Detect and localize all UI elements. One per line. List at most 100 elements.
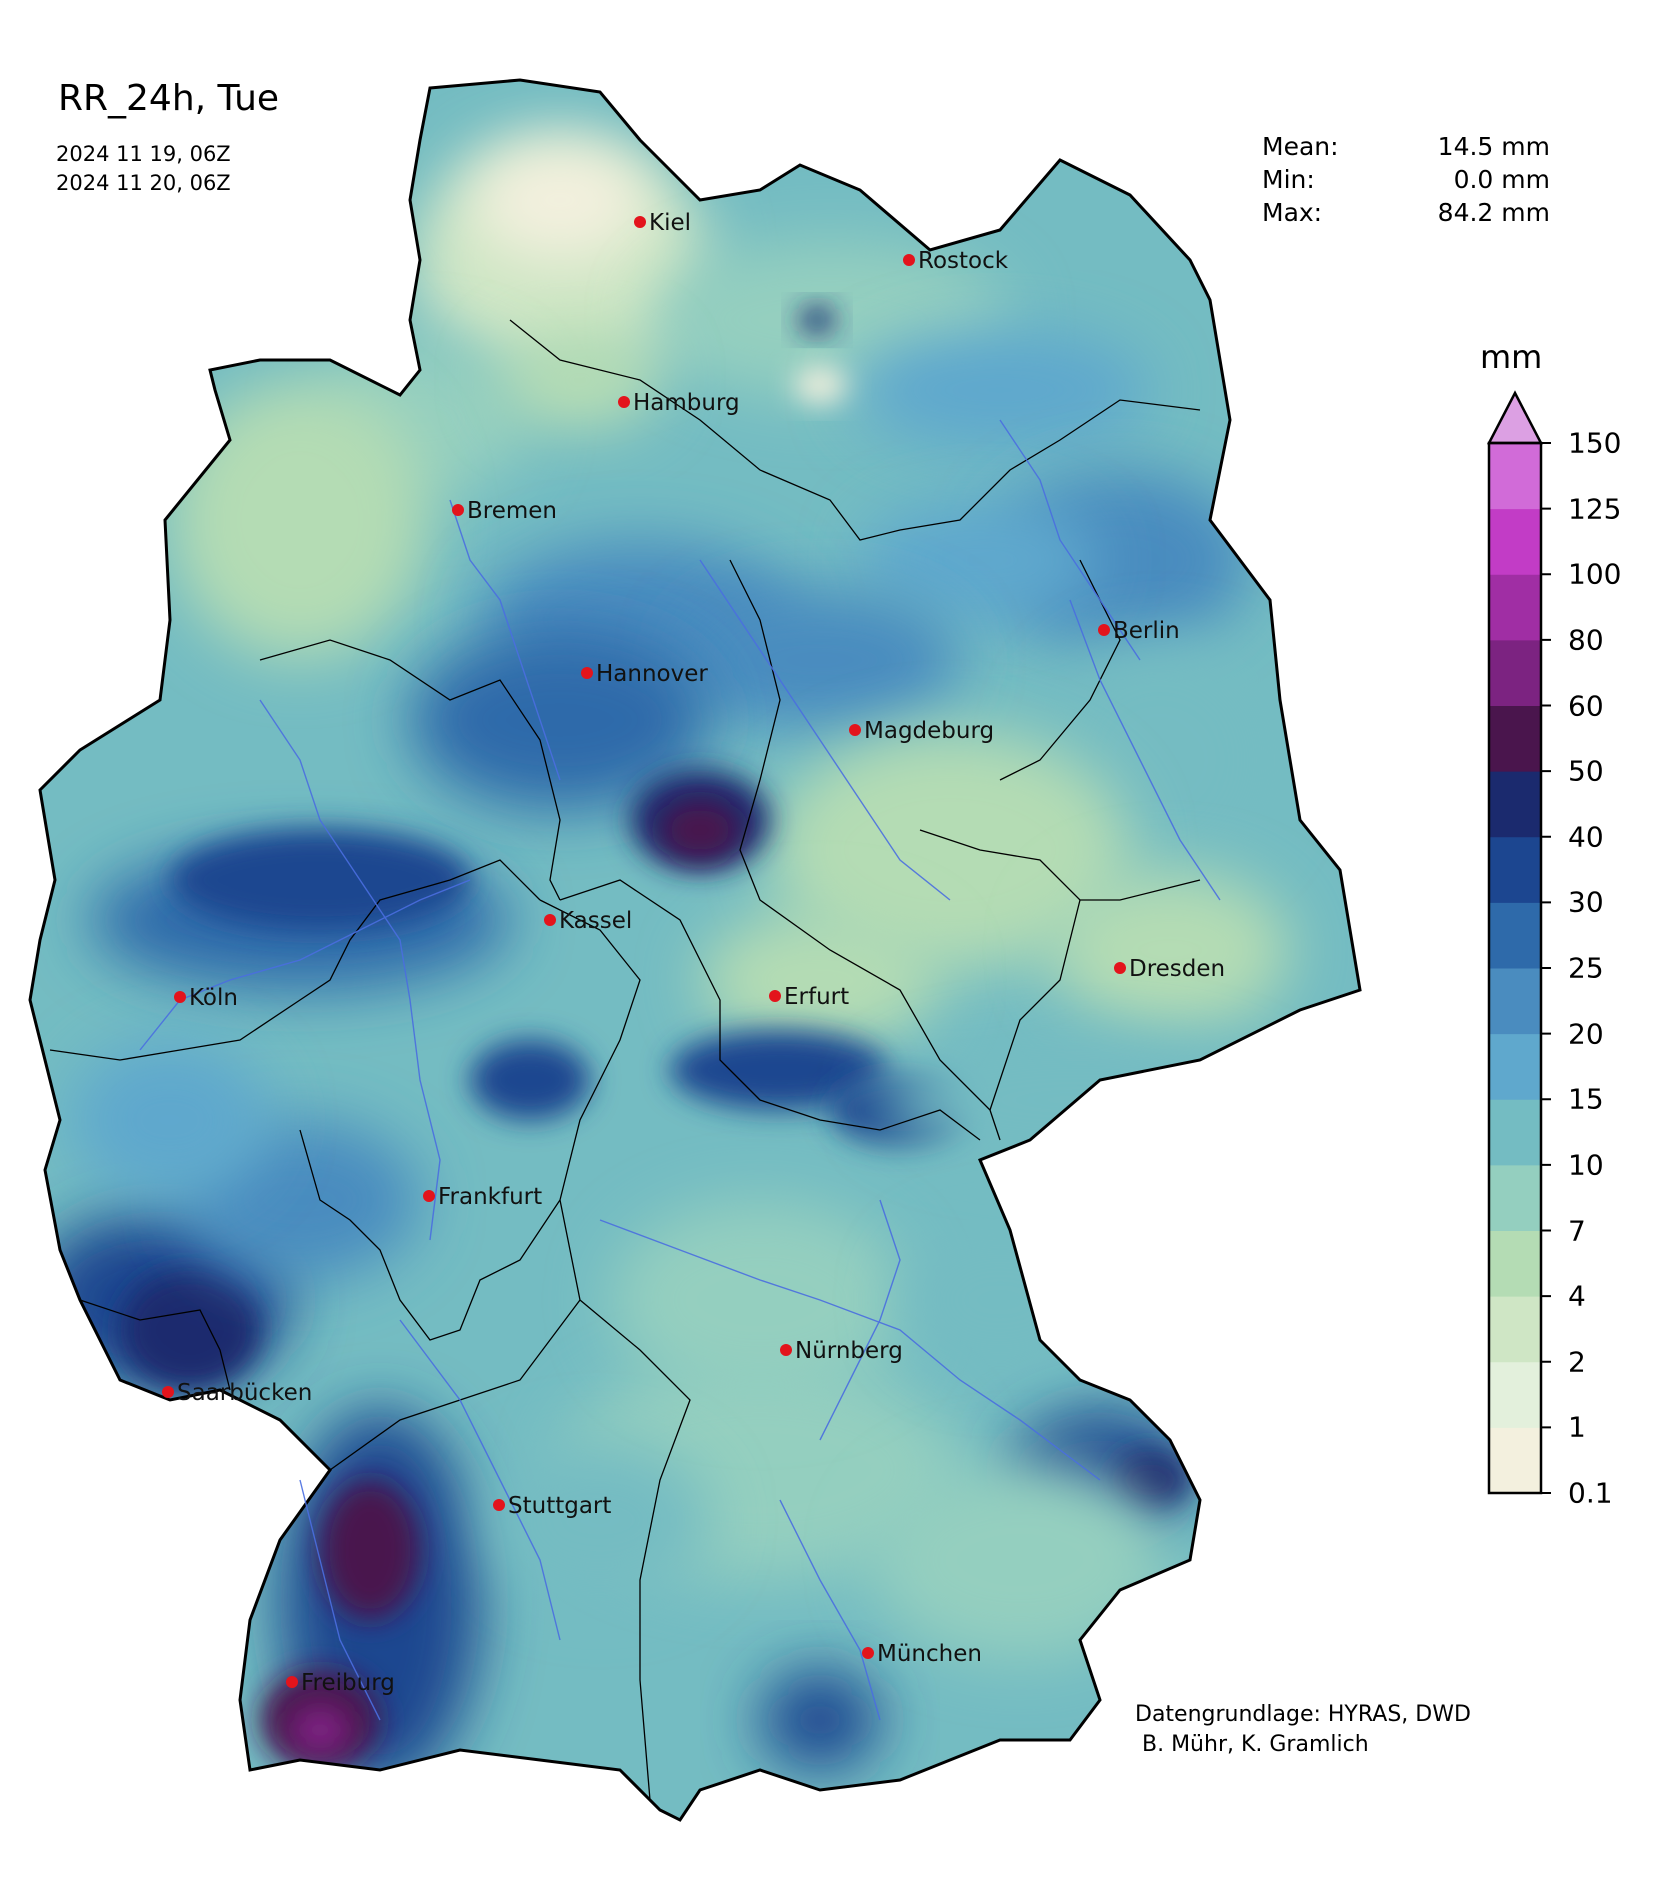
stat-value: 0.0 mm xyxy=(1453,165,1550,194)
colorbar-tick-label: 125 xyxy=(1568,492,1622,526)
city-marker xyxy=(849,724,861,736)
period-start: 2024 11 19, 06Z xyxy=(56,142,231,166)
colorbar-tick-label: 15 xyxy=(1568,1082,1604,1116)
precipitation-area xyxy=(900,1230,1100,1370)
city-label: Dresden xyxy=(1129,956,1225,982)
city-marker xyxy=(1098,624,1110,636)
precipitation-area xyxy=(860,500,1100,620)
city-label: Hannover xyxy=(596,661,708,687)
city-marker xyxy=(862,1647,874,1659)
city-marker xyxy=(780,1344,792,1356)
city-marker xyxy=(452,504,464,516)
city-marker xyxy=(581,667,593,679)
city-marker xyxy=(493,1499,505,1511)
city-label: Nürnberg xyxy=(795,1338,903,1364)
precipitation-area xyxy=(490,1440,710,1600)
colorbar-swatch xyxy=(1489,1164,1541,1231)
colorbar-swatch xyxy=(1489,1427,1541,1494)
colorbar-overflow-arrow xyxy=(1486,390,1544,445)
precipitation-area xyxy=(799,306,835,334)
city-label: Stuttgart xyxy=(508,1493,611,1519)
colorbar-swatch xyxy=(1489,1361,1541,1428)
colorbar-swatch xyxy=(1489,508,1541,575)
city-label: Bremen xyxy=(467,498,557,524)
colorbar-unit: mm xyxy=(1480,338,1543,376)
precipitation-area xyxy=(470,1040,590,1120)
colorbar-swatch xyxy=(1489,443,1541,510)
colorbar-swatch xyxy=(1489,1033,1541,1100)
colorbar-swatch xyxy=(1489,1296,1541,1363)
precipitation-area xyxy=(1050,870,1290,1030)
city-label: Hamburg xyxy=(633,390,740,416)
colorbar-swatch xyxy=(1489,1230,1541,1297)
city-label: Saarbücken xyxy=(177,1380,312,1406)
stat-value: 84.2 mm xyxy=(1437,198,1550,227)
germany-border xyxy=(28,78,1362,1822)
precipitation-area xyxy=(120,1270,260,1390)
city-label: Köln xyxy=(189,985,238,1011)
precipitation-area xyxy=(170,830,470,930)
city-marker xyxy=(1114,962,1126,974)
precipitation-area xyxy=(680,590,960,730)
precipitation-area xyxy=(670,1030,890,1110)
city-label: Erfurt xyxy=(784,984,849,1010)
precipitation-area xyxy=(870,1460,1170,1660)
colorbar-swatch xyxy=(1489,1099,1541,1166)
stat-label: Max: xyxy=(1262,198,1323,227)
precipitation-area xyxy=(880,1040,1280,1160)
colorbar-tick-label: 150 xyxy=(1568,426,1622,460)
city-label: Kassel xyxy=(559,908,632,934)
stats-panel: Mean: 14.5 mm Min: 0.0 mm Max: 84.2 mm xyxy=(1262,130,1550,229)
precipitation-area xyxy=(610,1200,910,1400)
colorbar-tick-label: 40 xyxy=(1568,820,1604,854)
city-marker xyxy=(618,396,630,408)
precipitation-area xyxy=(470,140,650,260)
city-marker xyxy=(174,991,186,1003)
precipitation-area xyxy=(760,1670,880,1770)
stat-value: 14.5 mm xyxy=(1437,132,1550,161)
city-markers: Kiel Rostock Hamburg Bremen Berlin Hannover Ma… xyxy=(162,210,1225,1696)
city-marker xyxy=(162,1386,174,1398)
colorbar-tick-label: 20 xyxy=(1568,1017,1604,1051)
colorbar-tick-label: 60 xyxy=(1568,689,1604,722)
map-title: RR_24h, Tue xyxy=(58,78,280,119)
colorbar-tick-label: 80 xyxy=(1568,623,1604,657)
precipitation-area xyxy=(320,1480,420,1620)
city-marker xyxy=(423,1190,435,1202)
data-credit: Datengrundlage: HYRAS, DWD B. Mühr, K. G… xyxy=(1135,1702,1471,1757)
precipitation-area xyxy=(290,1705,350,1755)
stat-mean: Mean: 14.5 mm xyxy=(1262,130,1550,163)
colorbar-swatch xyxy=(1489,902,1541,969)
precipitation-area xyxy=(410,630,710,810)
city-label: Rostock xyxy=(918,248,1009,274)
city-label: Berlin xyxy=(1113,618,1180,644)
colorbar-tick-label: 30 xyxy=(1568,885,1604,919)
city-marker xyxy=(903,254,915,266)
colorbar-tick-label: 1 xyxy=(1568,1410,1586,1444)
stat-max: Max: 84.2 mm xyxy=(1262,196,1550,229)
precipitation-area xyxy=(70,1040,270,1200)
colorbar-swatch xyxy=(1489,705,1541,772)
city-label: Magdeburg xyxy=(864,718,994,744)
period-end: 2024 11 20, 06Z xyxy=(56,171,231,195)
stat-min: Min: 0.0 mm xyxy=(1262,163,1550,196)
colorbar-tick-label: 4 xyxy=(1568,1279,1586,1313)
precipitation-area xyxy=(700,910,940,1050)
city-label: Freiburg xyxy=(301,1670,395,1696)
colorbar-tick-label: 10 xyxy=(1568,1148,1604,1182)
colorbar-swatch xyxy=(1489,574,1541,641)
rivers xyxy=(139,419,1221,1721)
colorbar-tick-label: 50 xyxy=(1568,754,1604,788)
city-marker xyxy=(544,914,556,926)
city-marker xyxy=(769,990,781,1002)
city-label: Frankfurt xyxy=(438,1184,542,1210)
stat-label: Mean: xyxy=(1262,132,1339,161)
colorbar-swatch xyxy=(1489,639,1541,706)
precipitation-area xyxy=(170,380,430,660)
colorbar-tick-label: 25 xyxy=(1568,951,1604,985)
stat-label: Min: xyxy=(1262,165,1315,194)
colorbar-tick-label: 7 xyxy=(1568,1214,1586,1247)
colorbar-tick-label: 100 xyxy=(1568,557,1622,591)
